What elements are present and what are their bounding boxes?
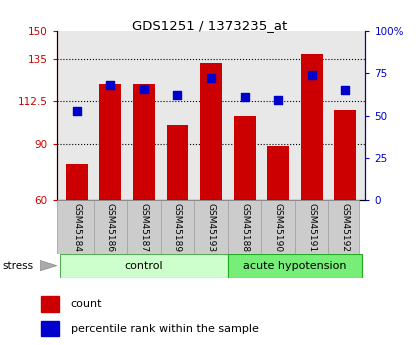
Bar	[100, 83, 121, 200]
Point	[208, 76, 215, 81]
Point	[141, 86, 147, 91]
Bar	[66, 165, 88, 200]
Bar	[334, 110, 356, 200]
Bar	[200, 63, 222, 200]
Bar	[41, 296, 60, 312]
Text: GDS1251 / 1373235_at: GDS1251 / 1373235_at	[132, 19, 288, 32]
Bar	[267, 146, 289, 200]
Point	[308, 72, 315, 78]
Text: GSM45187: GSM45187	[139, 203, 148, 252]
Text: GSM45188: GSM45188	[240, 203, 249, 252]
Text: GSM45189: GSM45189	[173, 203, 182, 252]
Point	[342, 88, 349, 93]
Text: GSM45193: GSM45193	[207, 203, 215, 252]
Text: GSM45191: GSM45191	[307, 203, 316, 252]
Text: count: count	[71, 299, 102, 309]
Text: GSM45190: GSM45190	[274, 203, 283, 252]
Text: acute hypotension: acute hypotension	[243, 261, 346, 270]
Point	[275, 98, 281, 103]
Bar	[167, 125, 189, 200]
FancyBboxPatch shape	[60, 254, 228, 278]
Text: GSM45192: GSM45192	[341, 203, 350, 252]
Text: percentile rank within the sample: percentile rank within the sample	[71, 324, 258, 334]
Point	[74, 108, 80, 113]
Point	[107, 82, 114, 88]
Point	[174, 92, 181, 98]
Bar	[41, 321, 60, 336]
Bar	[133, 83, 155, 200]
Bar	[301, 53, 323, 200]
Point	[241, 94, 248, 100]
Bar	[234, 116, 255, 200]
Text: GSM45186: GSM45186	[106, 203, 115, 252]
Polygon shape	[40, 260, 57, 271]
Text: GSM45184: GSM45184	[72, 203, 81, 252]
FancyBboxPatch shape	[57, 200, 359, 254]
Text: stress: stress	[2, 262, 33, 271]
Text: control: control	[125, 261, 163, 270]
FancyBboxPatch shape	[228, 254, 362, 278]
